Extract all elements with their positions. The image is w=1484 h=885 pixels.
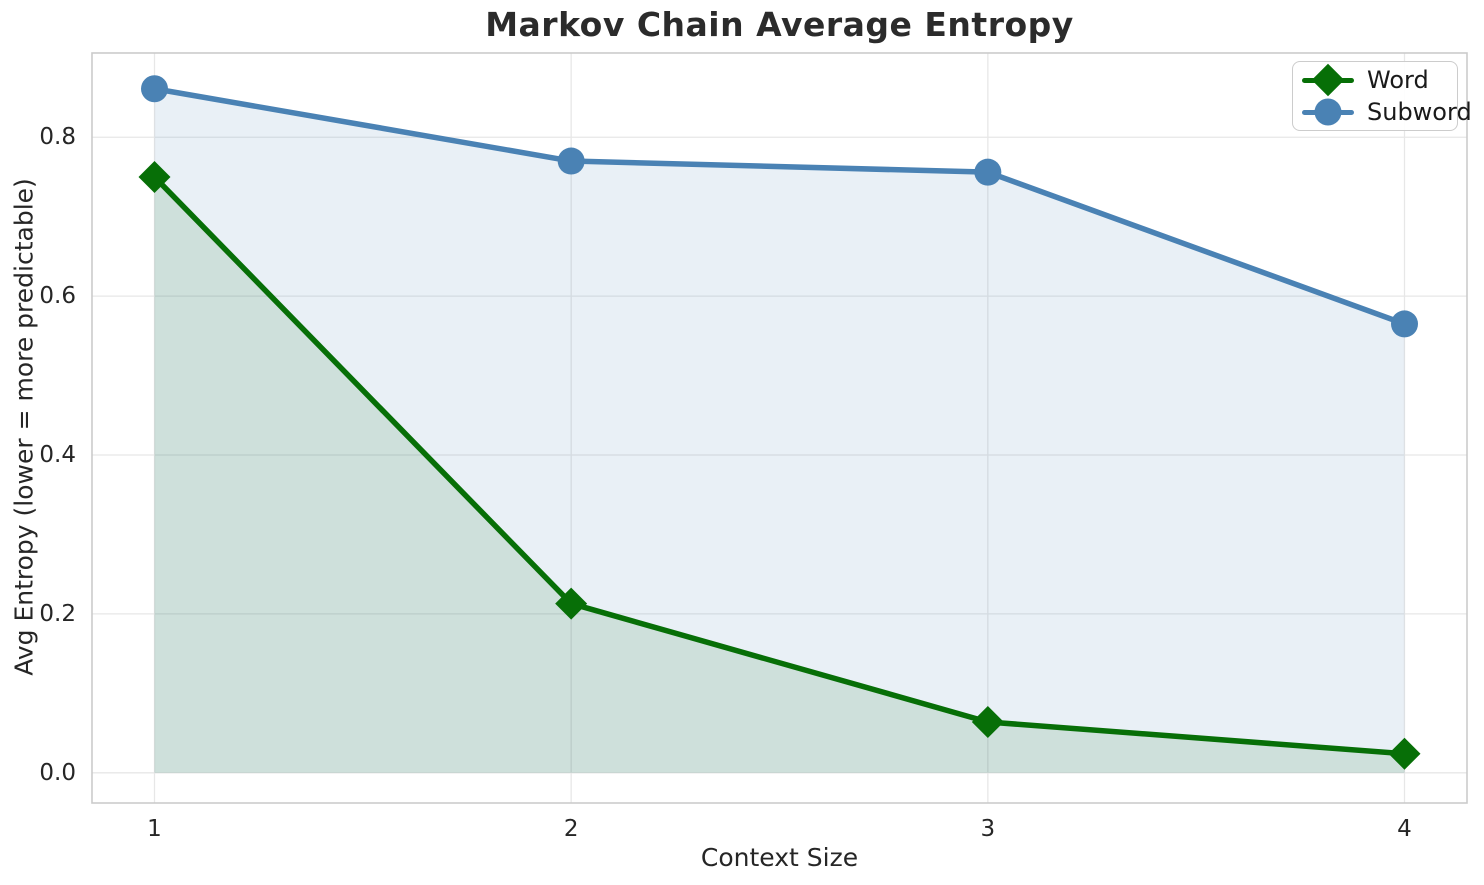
legend-item-word: Word (1293, 63, 1457, 97)
word-diamond-marker-icon (1388, 737, 1421, 770)
legend: Word Subword (1292, 61, 1472, 131)
y-tick-label: 0.8 (39, 124, 76, 151)
diamond-marker-icon (1311, 63, 1345, 97)
circle-marker-icon (1314, 98, 1342, 126)
y-tick-label: 0.0 (39, 759, 76, 786)
x-tick-label: 2 (563, 816, 579, 842)
subword-circle-marker-icon (557, 147, 585, 175)
chart-title: Markov Chain Average Entropy (485, 5, 1074, 44)
legend-label-word: Word (1367, 66, 1429, 94)
word-diamond-marker-icon (971, 705, 1004, 738)
word-legend-sample (1302, 63, 1354, 97)
subword-circle-marker-icon (1391, 310, 1418, 338)
subword-circle-marker-icon (141, 75, 168, 103)
x-tick-label: 1 (147, 816, 162, 842)
x-axis-label: Context Size (700, 843, 859, 872)
word-diamond-marker-icon (138, 160, 171, 193)
word-series-line (151, 174, 1408, 757)
y-tick-label: 0.4 (39, 442, 76, 468)
legend-item-subword: Subword (1293, 96, 1472, 128)
y-tick-label: 0.2 (39, 600, 76, 627)
subword-circle-marker-icon (974, 158, 1002, 186)
x-tick-label: 4 (1397, 816, 1412, 842)
plot-border (91, 52, 1468, 804)
word-diamond-marker-icon (555, 587, 588, 620)
subword-area-fill (154, 88, 1405, 773)
y-tick-label: 0.6 (39, 283, 76, 310)
subword-series-line (151, 86, 1408, 327)
subword-legend-sample (1302, 96, 1354, 128)
legend-label-subword: Subword (1367, 98, 1472, 126)
x-tick-label: 3 (980, 816, 996, 842)
y-axis-label: Avg Entropy (lower = more predictable) (9, 178, 39, 676)
word-area-fill (154, 176, 1405, 773)
